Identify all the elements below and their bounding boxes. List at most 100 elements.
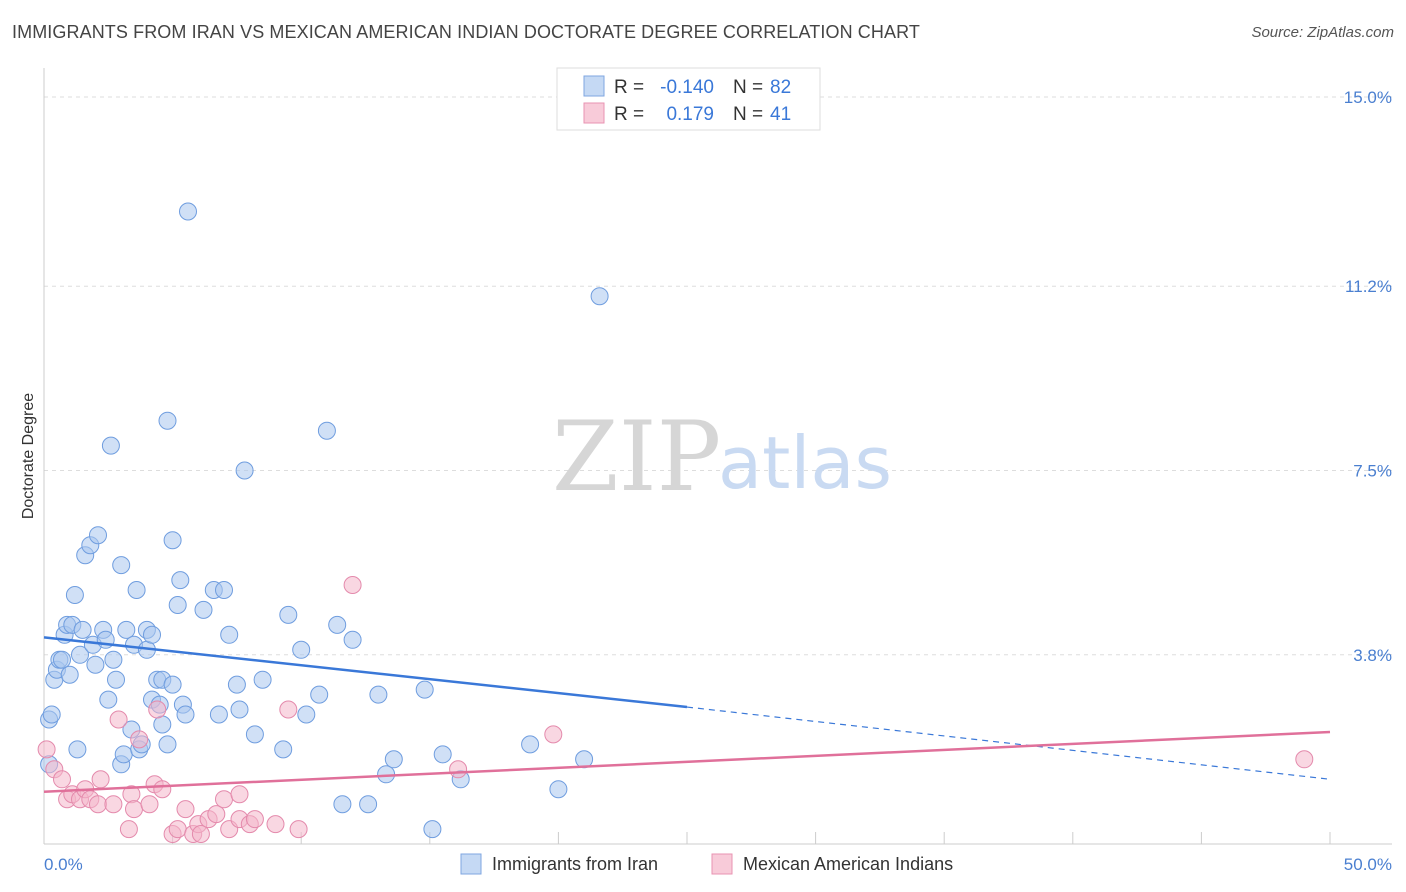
y-tick-label-3: 15.0% — [1344, 88, 1392, 107]
iran-point-50 — [176, 705, 195, 724]
iran-point-46 — [163, 675, 182, 694]
iran-point-57 — [227, 675, 246, 694]
iran-point-42 — [153, 715, 172, 734]
iran-point-45 — [163, 531, 182, 550]
iran-point-61 — [253, 670, 272, 689]
iran-point-66 — [310, 685, 329, 704]
iran-point-6 — [53, 650, 71, 669]
legend-n-label-pink: N = — [733, 104, 763, 125]
x-tick-min: 0.0% — [44, 855, 83, 874]
mexican-point-12 — [119, 820, 138, 839]
iran-point-23 — [101, 436, 120, 455]
iran-point-63 — [279, 605, 298, 624]
mexican-point-18 — [148, 700, 167, 719]
y-tick-label-2: 11.2% — [1345, 277, 1392, 296]
iran-point-64 — [292, 640, 311, 659]
iran-point-24 — [104, 650, 123, 669]
legend-r-value-pink: 0.179 — [666, 104, 714, 125]
iran-point-22 — [99, 690, 118, 709]
iran-point-52 — [194, 600, 213, 619]
mexican-point-16 — [140, 795, 159, 814]
bottom-legend-swatch-pink — [711, 853, 733, 875]
bottom-legend-label-iran: Immigrants from Iran — [492, 854, 658, 874]
legend-n-value-pink: 41 — [770, 104, 791, 125]
legend-r-label-pink: R = — [614, 104, 644, 125]
mexican-point-19 — [153, 780, 172, 799]
series-mexican-points — [37, 576, 1314, 843]
iran-point-80 — [549, 780, 568, 799]
iran-point-19 — [89, 526, 107, 545]
iran-point-62 — [274, 740, 293, 759]
y-tick-label-0: 3.8% — [1353, 646, 1392, 665]
iran-point-75 — [415, 680, 434, 699]
legend-r-label-blue: R = — [614, 77, 644, 98]
mexican-point-25 — [191, 825, 210, 843]
iran-point-13 — [71, 645, 89, 664]
iran-point-43 — [158, 735, 177, 754]
iran-point-48 — [171, 571, 190, 590]
iran-point-76 — [423, 820, 442, 839]
x-axis-ticks — [43, 832, 1331, 844]
mexican-point-36 — [289, 820, 308, 839]
chart-title: IMMIGRANTS FROM IRAN VS MEXICAN AMERICAN… — [12, 22, 920, 42]
iran-point-14 — [73, 620, 92, 639]
iran-point-67 — [317, 421, 336, 440]
iran-point-77 — [433, 745, 452, 764]
mexican-point-9 — [91, 770, 110, 789]
trend-lines — [43, 636, 1331, 793]
mexican-point-11 — [109, 710, 128, 729]
iran-point-71 — [359, 795, 378, 814]
y-axis-label: Doctorate Degree — [20, 393, 37, 519]
y-tick-label-1: 7.5% — [1353, 462, 1392, 481]
iran-point-38 — [143, 625, 161, 644]
mexican-point-22 — [176, 800, 195, 819]
mexican-point-35 — [279, 700, 298, 719]
iran-point-74 — [384, 750, 403, 769]
stats-legend: R = -0.140 N = 82 R = 0.179 N = 41 — [556, 67, 821, 131]
watermark-zip: ZIP — [552, 401, 721, 513]
legend-n-value-blue: 82 — [770, 77, 791, 98]
iran-point-55 — [215, 581, 233, 599]
mexican-point-2 — [53, 770, 71, 789]
trend-line-iran — [43, 636, 688, 709]
mexican-point-40 — [1295, 750, 1314, 769]
iran-point-28 — [114, 745, 133, 764]
iran-point-56 — [220, 625, 239, 644]
mexican-point-33 — [245, 810, 264, 829]
iran-point-79 — [521, 735, 540, 754]
series-iran-points — [40, 202, 609, 839]
iran-point-9 — [60, 665, 79, 684]
iran-point-65 — [297, 705, 316, 724]
iran-point-18 — [86, 655, 105, 674]
mexican-point-38 — [449, 760, 468, 779]
trend-line-iran-extrapolated — [686, 706, 1331, 780]
iran-point-29 — [117, 620, 136, 639]
mexican-point-37 — [343, 576, 362, 594]
mexican-point-27 — [207, 805, 226, 824]
series-legend: Immigrants from Iran Mexican American In… — [460, 853, 953, 875]
iran-point-11 — [65, 586, 84, 604]
mexican-point-8 — [89, 795, 107, 814]
mexican-point-14 — [125, 800, 143, 819]
source-credit: Source: ZipAtlas.com — [1251, 24, 1394, 41]
iran-point-72 — [369, 685, 388, 704]
mexican-point-34 — [266, 815, 285, 834]
mexican-point-0 — [37, 740, 56, 759]
bottom-legend-label-mexican: Mexican American Indians — [743, 854, 953, 874]
iran-point-47 — [168, 596, 187, 614]
watermark-atlas: atlas — [718, 421, 892, 505]
mexican-point-15 — [130, 730, 149, 749]
gridlines — [44, 96, 1392, 656]
iran-point-44 — [158, 411, 177, 430]
iran-point-69 — [333, 795, 352, 814]
mexican-point-21 — [168, 820, 187, 839]
y-axis-tick-labels: 3.8% 7.5% 11.2% 15.0% — [1344, 88, 1392, 665]
iran-point-68 — [328, 615, 347, 634]
legend-n-label-blue: N = — [733, 77, 763, 98]
iran-point-59 — [235, 461, 254, 480]
legend-swatch-pink — [583, 102, 605, 124]
legend-swatch-blue — [583, 75, 605, 97]
iran-point-2 — [42, 705, 61, 724]
iran-point-32 — [127, 581, 146, 599]
mexican-point-10 — [104, 795, 123, 814]
